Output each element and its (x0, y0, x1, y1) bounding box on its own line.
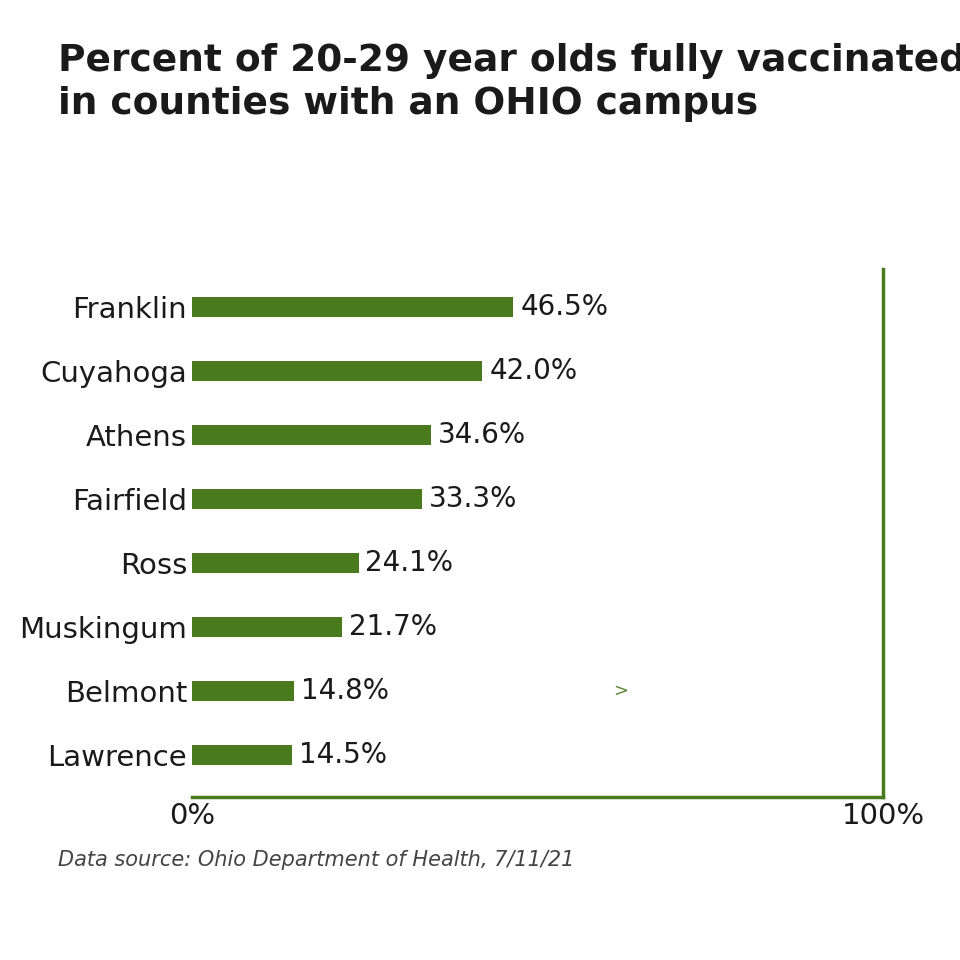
Text: 14.5%: 14.5% (300, 741, 387, 769)
Bar (192, 297, 514, 318)
Text: 46.5%: 46.5% (520, 293, 609, 322)
Text: >: > (613, 683, 628, 700)
Bar (192, 617, 342, 637)
Text: 14.8%: 14.8% (301, 677, 389, 706)
Bar (192, 425, 431, 445)
Bar (192, 361, 482, 381)
Bar (192, 489, 422, 510)
Bar (192, 681, 295, 702)
Text: 33.3%: 33.3% (429, 485, 517, 514)
Text: Data source: Ohio Department of Health, 7/11/21: Data source: Ohio Department of Health, … (58, 850, 574, 870)
Text: 21.7%: 21.7% (348, 613, 437, 641)
Text: Percent of 20-29 year olds fully vaccinated
in counties with an OHIO campus: Percent of 20-29 year olds fully vaccina… (58, 43, 960, 122)
Text: 24.1%: 24.1% (366, 549, 453, 577)
Text: 34.6%: 34.6% (438, 421, 526, 449)
Bar (192, 745, 292, 765)
Text: 42.0%: 42.0% (490, 357, 577, 385)
Bar (192, 553, 359, 573)
